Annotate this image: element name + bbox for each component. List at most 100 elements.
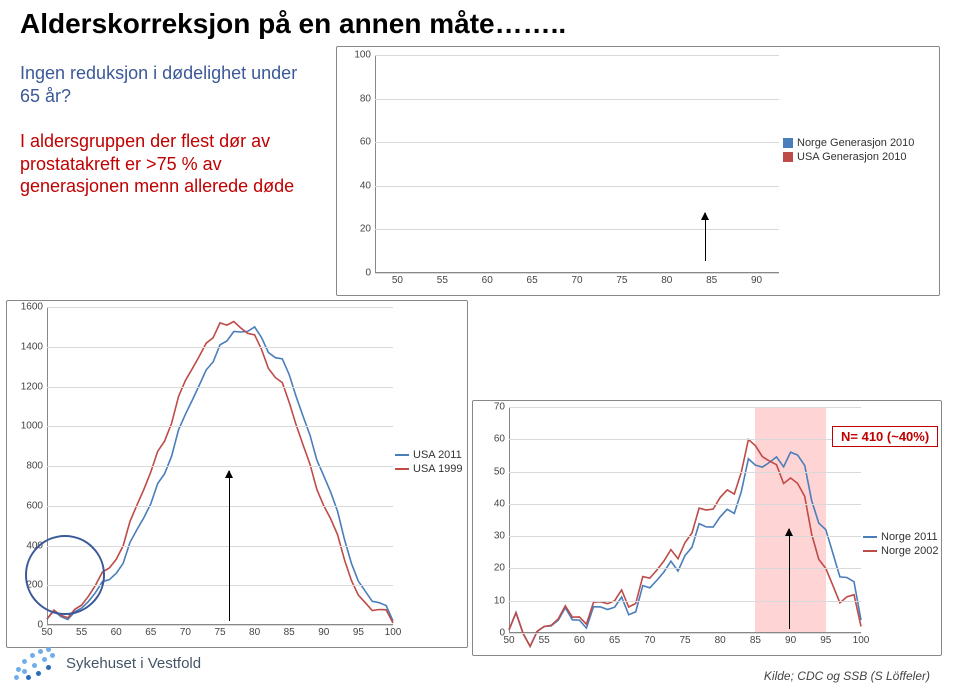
x-axis-label: 95 — [820, 633, 831, 646]
gridline — [509, 472, 861, 473]
n-value-box: N= 410 (~40%) — [832, 426, 938, 447]
bar-chart-plot: 020406080100505560657075808590 — [375, 55, 779, 273]
y-axis-label: 60 — [477, 434, 509, 445]
hospital-logo-icon — [12, 645, 60, 681]
bar-axis-y — [375, 55, 376, 273]
x-axis-label: 55 — [539, 633, 550, 646]
x-axis-label: 80 — [715, 633, 726, 646]
y-axis-label: 0 — [343, 268, 375, 279]
usa-line-chart-frame: 0200400600800100012001400160050556065707… — [6, 300, 468, 648]
y-axis-label: 800 — [15, 461, 47, 472]
hospital-logo-text: Sykehuset i Vestfold — [66, 655, 201, 672]
x-axis-label: 50 — [392, 273, 403, 286]
gridline — [375, 99, 779, 100]
hospital-logo: Sykehuset i Vestfold — [12, 645, 201, 681]
gridline — [47, 585, 393, 586]
legend-label: USA 1999 — [413, 463, 463, 475]
y-axis-label: 80 — [343, 93, 375, 104]
y-axis-label: 60 — [343, 137, 375, 148]
gridline — [509, 601, 861, 602]
legend-item: Norge Generasjon 2010 — [783, 137, 933, 149]
gridline — [47, 466, 393, 467]
y-axis-label: 400 — [15, 540, 47, 551]
y-axis-label: 20 — [477, 563, 509, 574]
legend-item: Norge 2011 — [863, 531, 939, 543]
y-axis-label: 1400 — [15, 341, 47, 352]
x-axis-label: 80 — [661, 273, 672, 286]
gridline — [47, 307, 393, 308]
y-axis-label: 40 — [343, 180, 375, 191]
gridline — [375, 229, 779, 230]
legend-swatch — [783, 152, 793, 162]
gridline — [47, 546, 393, 547]
x-axis-label: 80 — [249, 625, 260, 638]
bar-chart-frame: 020406080100505560657075808590 Norge Gen… — [336, 46, 940, 296]
x-axis-label: 60 — [482, 273, 493, 286]
page-title: Alderskorreksjon på en annen måte…….. — [20, 8, 566, 40]
x-axis-label: 85 — [706, 273, 717, 286]
gridline — [47, 426, 393, 427]
x-axis-label: 85 — [750, 633, 761, 646]
usa-line-chart-plot: 0200400600800100012001400160050556065707… — [47, 307, 393, 625]
legend-swatch — [395, 454, 409, 456]
gridline — [47, 506, 393, 507]
usa-line-chart-legend: USA 2011 USA 1999 — [395, 449, 465, 477]
x-axis-label: 55 — [437, 273, 448, 286]
gridline — [375, 142, 779, 143]
y-axis-label: 40 — [477, 498, 509, 509]
y-axis-label: 200 — [15, 580, 47, 591]
line-series — [509, 452, 861, 646]
x-axis-label: 100 — [853, 633, 870, 646]
gridline — [375, 55, 779, 56]
legend-label: Norge Generasjon 2010 — [797, 137, 914, 149]
x-axis-label: 65 — [609, 633, 620, 646]
legend-swatch — [783, 138, 793, 148]
x-axis-label: 75 — [214, 625, 225, 638]
intro-text-blue: Ingen reduksjon i dødelighet under 65 år… — [20, 62, 320, 107]
x-axis-label: 100 — [385, 625, 402, 638]
y-axis-label: 600 — [15, 500, 47, 511]
x-axis-label: 95 — [353, 625, 364, 638]
y-axis-label: 70 — [477, 402, 509, 413]
x-axis-label: 55 — [76, 625, 87, 638]
x-axis-label: 50 — [41, 625, 52, 638]
x-axis-label: 65 — [145, 625, 156, 638]
line-series — [47, 327, 393, 621]
x-axis-label: 70 — [644, 633, 655, 646]
gridline — [375, 186, 779, 187]
gridline — [509, 439, 861, 440]
gridline — [509, 504, 861, 505]
x-axis-label: 70 — [571, 273, 582, 286]
x-axis-label: 85 — [284, 625, 295, 638]
y-axis-label: 1600 — [15, 302, 47, 313]
legend-label: Norge 2002 — [881, 545, 939, 557]
legend-item: USA 2011 — [395, 449, 465, 461]
y-axis-label: 10 — [477, 595, 509, 606]
line-series — [47, 322, 393, 624]
gridline — [509, 407, 861, 408]
x-axis-label: 65 — [527, 273, 538, 286]
legend-label: USA Generasjon 2010 — [797, 151, 906, 163]
x-axis-label: 90 — [751, 273, 762, 286]
gridline — [47, 347, 393, 348]
norway-line-chart-plot: 01020304050607050556065707580859095100 — [509, 407, 861, 633]
x-axis-label: 90 — [785, 633, 796, 646]
gridline — [509, 536, 861, 537]
legend-item: USA 1999 — [395, 463, 465, 475]
norway-line-chart-legend: Norge 2011 Norge 2002 — [863, 531, 939, 559]
x-axis-label: 75 — [616, 273, 627, 286]
source-citation: Kilde; CDC og SSB (S Löffeler) — [764, 669, 930, 683]
y-axis-label: 30 — [477, 531, 509, 542]
intro-text-red: I aldersgruppen der flest dør av prostat… — [20, 130, 320, 198]
y-axis-label: 50 — [477, 466, 509, 477]
x-axis-label: 50 — [503, 633, 514, 646]
y-axis-label: 1000 — [15, 421, 47, 432]
y-axis-label: 1200 — [15, 381, 47, 392]
legend-item: USA Generasjon 2010 — [783, 151, 933, 163]
x-axis-label: 60 — [111, 625, 122, 638]
gridline — [509, 568, 861, 569]
legend-swatch — [863, 550, 877, 552]
legend-label: USA 2011 — [413, 449, 462, 461]
x-axis-label: 60 — [574, 633, 585, 646]
legend-item: Norge 2002 — [863, 545, 939, 557]
